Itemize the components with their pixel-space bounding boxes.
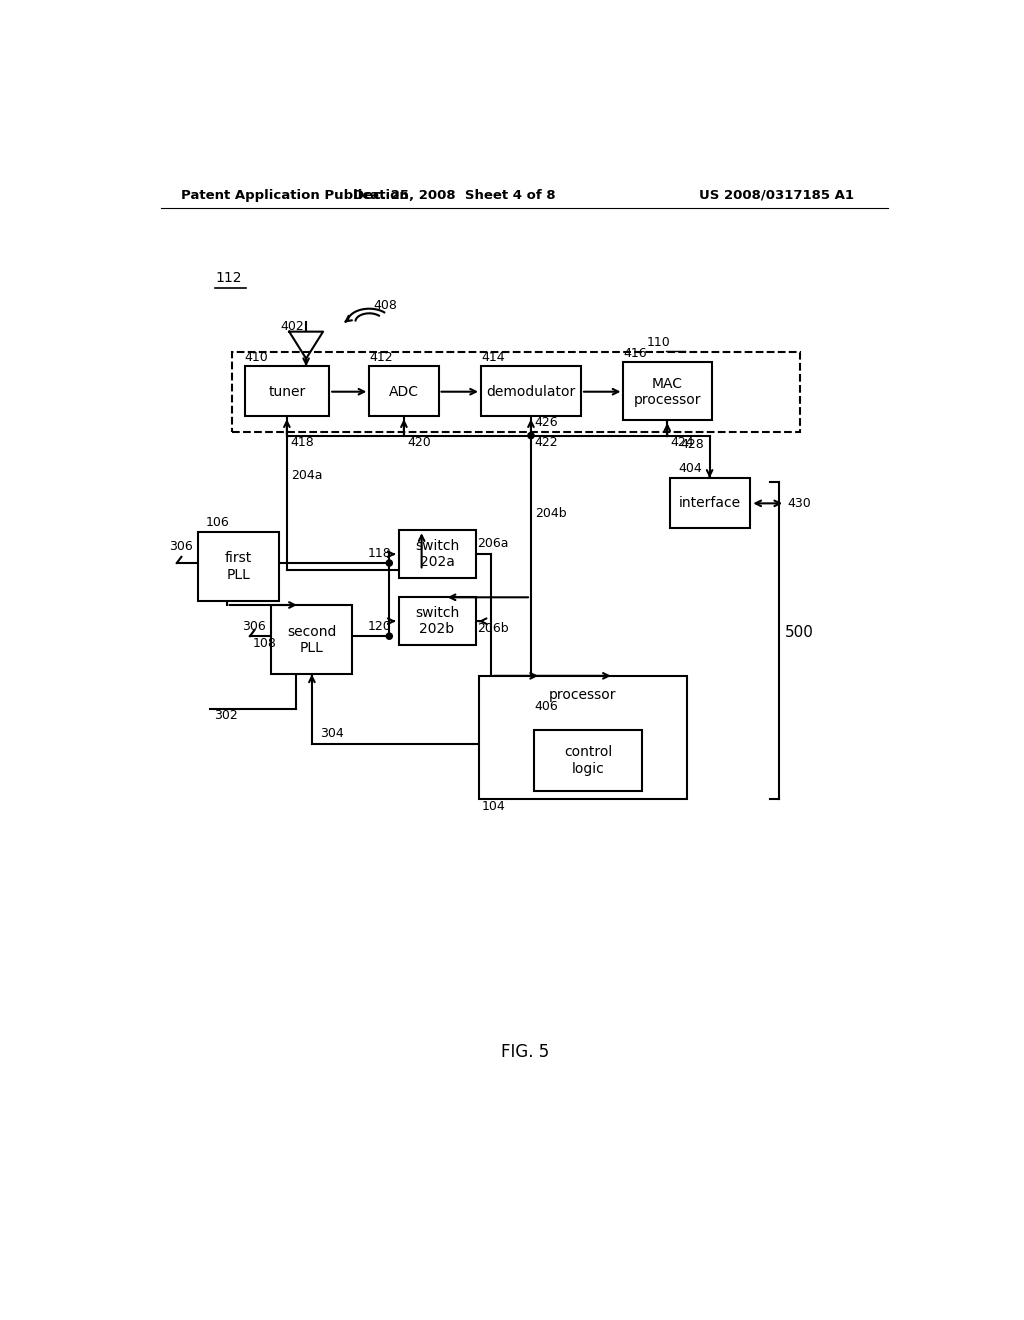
Text: 426: 426 xyxy=(535,416,558,429)
Text: 206a: 206a xyxy=(477,536,509,549)
FancyBboxPatch shape xyxy=(535,730,642,792)
Text: 408: 408 xyxy=(373,300,397,313)
Text: 204a: 204a xyxy=(291,469,323,482)
Text: 306: 306 xyxy=(169,540,193,553)
FancyBboxPatch shape xyxy=(398,531,475,578)
Polygon shape xyxy=(289,331,323,359)
Text: 412: 412 xyxy=(370,351,393,364)
Text: 206b: 206b xyxy=(477,622,509,635)
Text: ADC: ADC xyxy=(389,384,419,399)
Text: 500: 500 xyxy=(785,626,814,640)
Text: 418: 418 xyxy=(290,437,313,449)
Circle shape xyxy=(528,433,535,438)
Text: 428: 428 xyxy=(680,438,705,451)
Text: 304: 304 xyxy=(319,727,343,739)
Text: 414: 414 xyxy=(481,351,505,364)
Text: tuner: tuner xyxy=(268,384,305,399)
Text: processor: processor xyxy=(549,688,616,702)
Text: 120: 120 xyxy=(368,620,391,634)
FancyBboxPatch shape xyxy=(271,605,352,675)
Text: 110: 110 xyxy=(646,337,671,350)
Circle shape xyxy=(386,634,392,639)
Circle shape xyxy=(386,560,392,566)
Text: switch
202b: switch 202b xyxy=(415,606,459,636)
Text: switch
202a: switch 202a xyxy=(415,539,459,569)
Text: 302: 302 xyxy=(214,709,238,722)
Text: FIG. 5: FIG. 5 xyxy=(501,1043,549,1060)
Text: 424: 424 xyxy=(671,437,694,449)
Text: 420: 420 xyxy=(407,437,431,449)
FancyBboxPatch shape xyxy=(481,367,581,416)
Text: 108: 108 xyxy=(253,638,276,649)
FancyBboxPatch shape xyxy=(398,598,475,645)
Text: MAC
processor: MAC processor xyxy=(634,376,701,407)
Text: 422: 422 xyxy=(535,437,558,449)
Text: 118: 118 xyxy=(368,546,391,560)
Text: 204b: 204b xyxy=(535,507,566,520)
Text: 430: 430 xyxy=(787,496,811,510)
Text: 406: 406 xyxy=(535,700,558,713)
Text: 106: 106 xyxy=(206,516,229,529)
Text: 104: 104 xyxy=(481,800,506,813)
FancyBboxPatch shape xyxy=(199,532,280,601)
FancyBboxPatch shape xyxy=(670,478,751,528)
Text: first
PLL: first PLL xyxy=(224,552,252,582)
Text: Patent Application Publication: Patent Application Publication xyxy=(180,189,409,202)
Text: Dec. 25, 2008  Sheet 4 of 8: Dec. 25, 2008 Sheet 4 of 8 xyxy=(352,189,555,202)
Text: control
logic: control logic xyxy=(564,746,612,776)
Text: 402: 402 xyxy=(281,321,304,333)
Text: interface: interface xyxy=(679,496,740,511)
Text: US 2008/0317185 A1: US 2008/0317185 A1 xyxy=(699,189,854,202)
FancyBboxPatch shape xyxy=(370,367,438,416)
Text: 306: 306 xyxy=(243,619,266,632)
Text: 416: 416 xyxy=(624,347,647,360)
Text: 404: 404 xyxy=(679,462,702,475)
FancyBboxPatch shape xyxy=(245,367,330,416)
Text: demodulator: demodulator xyxy=(486,384,575,399)
FancyBboxPatch shape xyxy=(478,676,686,799)
Text: second
PLL: second PLL xyxy=(287,624,336,655)
Text: 410: 410 xyxy=(245,351,268,364)
Text: 112: 112 xyxy=(215,272,242,285)
FancyBboxPatch shape xyxy=(624,363,712,420)
